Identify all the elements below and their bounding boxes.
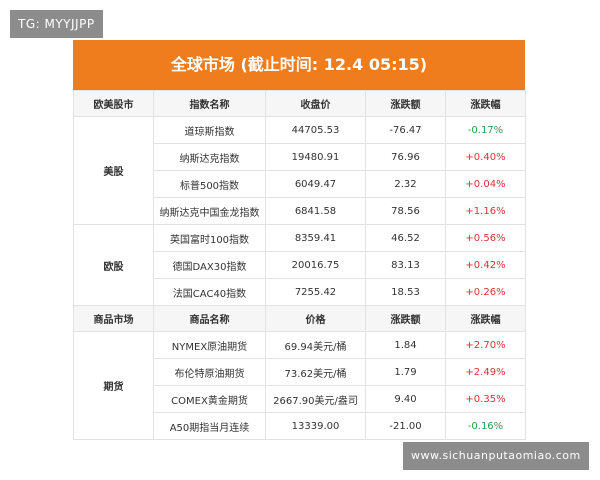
cell: A50期指当月连续 [153, 412, 266, 440]
cell: 69.94美元/桶 [265, 331, 366, 359]
cell: 德国DAX30指数 [153, 251, 266, 279]
header-row: 商品市场 商品名称 价格 涨跌额 涨跌幅 [73, 305, 526, 332]
header-row: 欧美股市 指数名称 收盘价 涨跌额 涨跌幅 [73, 90, 526, 117]
cell: 19480.91 [265, 143, 366, 171]
column-header: 收盘价 [265, 90, 366, 117]
cell: 46.52 [365, 224, 446, 252]
cell: 2.32 [365, 170, 446, 198]
cell: 2667.90美元/盎司 [265, 385, 366, 413]
cell: -0.16% [445, 412, 526, 440]
column-header: 商品市场 [73, 305, 154, 332]
data-row: 纳斯达克中国金龙指数 6841.58 78.56 +1.16% [74, 197, 526, 225]
cell: 道琼斯指数 [153, 116, 266, 144]
column-header: 价格 [265, 305, 366, 332]
cell: 6841.58 [265, 197, 366, 225]
column-header: 涨跌幅 [445, 90, 526, 117]
data-row: 纳斯达克指数 19480.91 76.96 +0.40% [74, 143, 526, 171]
cell: 1.79 [365, 358, 446, 386]
column-header: 欧美股市 [73, 90, 154, 117]
cell: 9.40 [365, 385, 446, 413]
cell: -0.17% [445, 116, 526, 144]
data-row: 德国DAX30指数 20016.75 83.13 +0.42% [74, 251, 526, 279]
data-row: 期货 NYMEX原油期货 69.94美元/桶 1.84 +2.70% [73, 331, 526, 440]
watermark: www.sichuanputaomiao.com [403, 442, 589, 470]
column-header: 指数名称 [153, 90, 266, 117]
group-label: 美股 [73, 116, 154, 225]
cell: +2.49% [445, 358, 526, 386]
cell: +0.26% [445, 278, 526, 306]
cell: 法国CAC40指数 [153, 278, 266, 306]
cell: 7255.42 [265, 278, 366, 306]
cell: 6049.47 [265, 170, 366, 198]
data-row: A50期指当月连续 13339.00 -21.00 -0.16% [74, 412, 526, 440]
data-row: COMEX黄金期货 2667.90美元/盎司 9.40 +0.35% [74, 385, 526, 413]
cell: 73.62美元/桶 [265, 358, 366, 386]
cell: 78.56 [365, 197, 446, 225]
cell: +0.40% [445, 143, 526, 171]
data-row: 布伦特原油期货 73.62美元/桶 1.79 +2.49% [74, 358, 526, 386]
cell: 布伦特原油期货 [153, 358, 266, 386]
cell: 标普500指数 [153, 170, 266, 198]
cell: 83.13 [365, 251, 446, 279]
cell: 8359.41 [265, 224, 366, 252]
cell: 44705.53 [265, 116, 366, 144]
cell: 纳斯达克指数 [153, 143, 266, 171]
cell: NYMEX原油期货 [153, 331, 266, 359]
cell: +2.70% [445, 331, 526, 359]
cell: 76.96 [365, 143, 446, 171]
cell: -21.00 [365, 412, 446, 440]
cell: +0.42% [445, 251, 526, 279]
data-row: 法国CAC40指数 7255.42 18.53 +0.26% [74, 278, 526, 306]
cell: 纳斯达克中国金龙指数 [153, 197, 266, 225]
watermark: TG: MYYJJPP [10, 10, 103, 38]
market-table: 欧美股市 指数名称 收盘价 涨跌额 涨跌幅 美股 道琼斯指数 44705.53 -76.47 -0… [73, 90, 526, 440]
cell: +0.04% [445, 170, 526, 198]
data-row: 美股 道琼斯指数 44705.53 -76.47 -0.17% [73, 116, 526, 225]
column-header: 涨跌幅 [445, 305, 526, 332]
cell: +1.16% [445, 197, 526, 225]
cell: 1.84 [365, 331, 446, 359]
column-header: 商品名称 [153, 305, 266, 332]
group-label: 期货 [73, 331, 154, 440]
group-label: 欧股 [73, 224, 154, 306]
table-title: 全球市场 (截止时间: 12.4 05:15) [73, 40, 525, 90]
cell: +0.35% [445, 385, 526, 413]
cell: 13339.00 [265, 412, 366, 440]
cell: +0.56% [445, 224, 526, 252]
data-row: 欧股 英国富时100指数 8359.41 46.52 +0.56% [73, 224, 526, 306]
cell: COMEX黄金期货 [153, 385, 266, 413]
cell: 18.53 [365, 278, 446, 306]
column-header: 涨跌额 [365, 305, 446, 332]
cell: -76.47 [365, 116, 446, 144]
column-header: 涨跌额 [365, 90, 446, 117]
cell: 英国富时100指数 [153, 224, 266, 252]
cell: 20016.75 [265, 251, 366, 279]
